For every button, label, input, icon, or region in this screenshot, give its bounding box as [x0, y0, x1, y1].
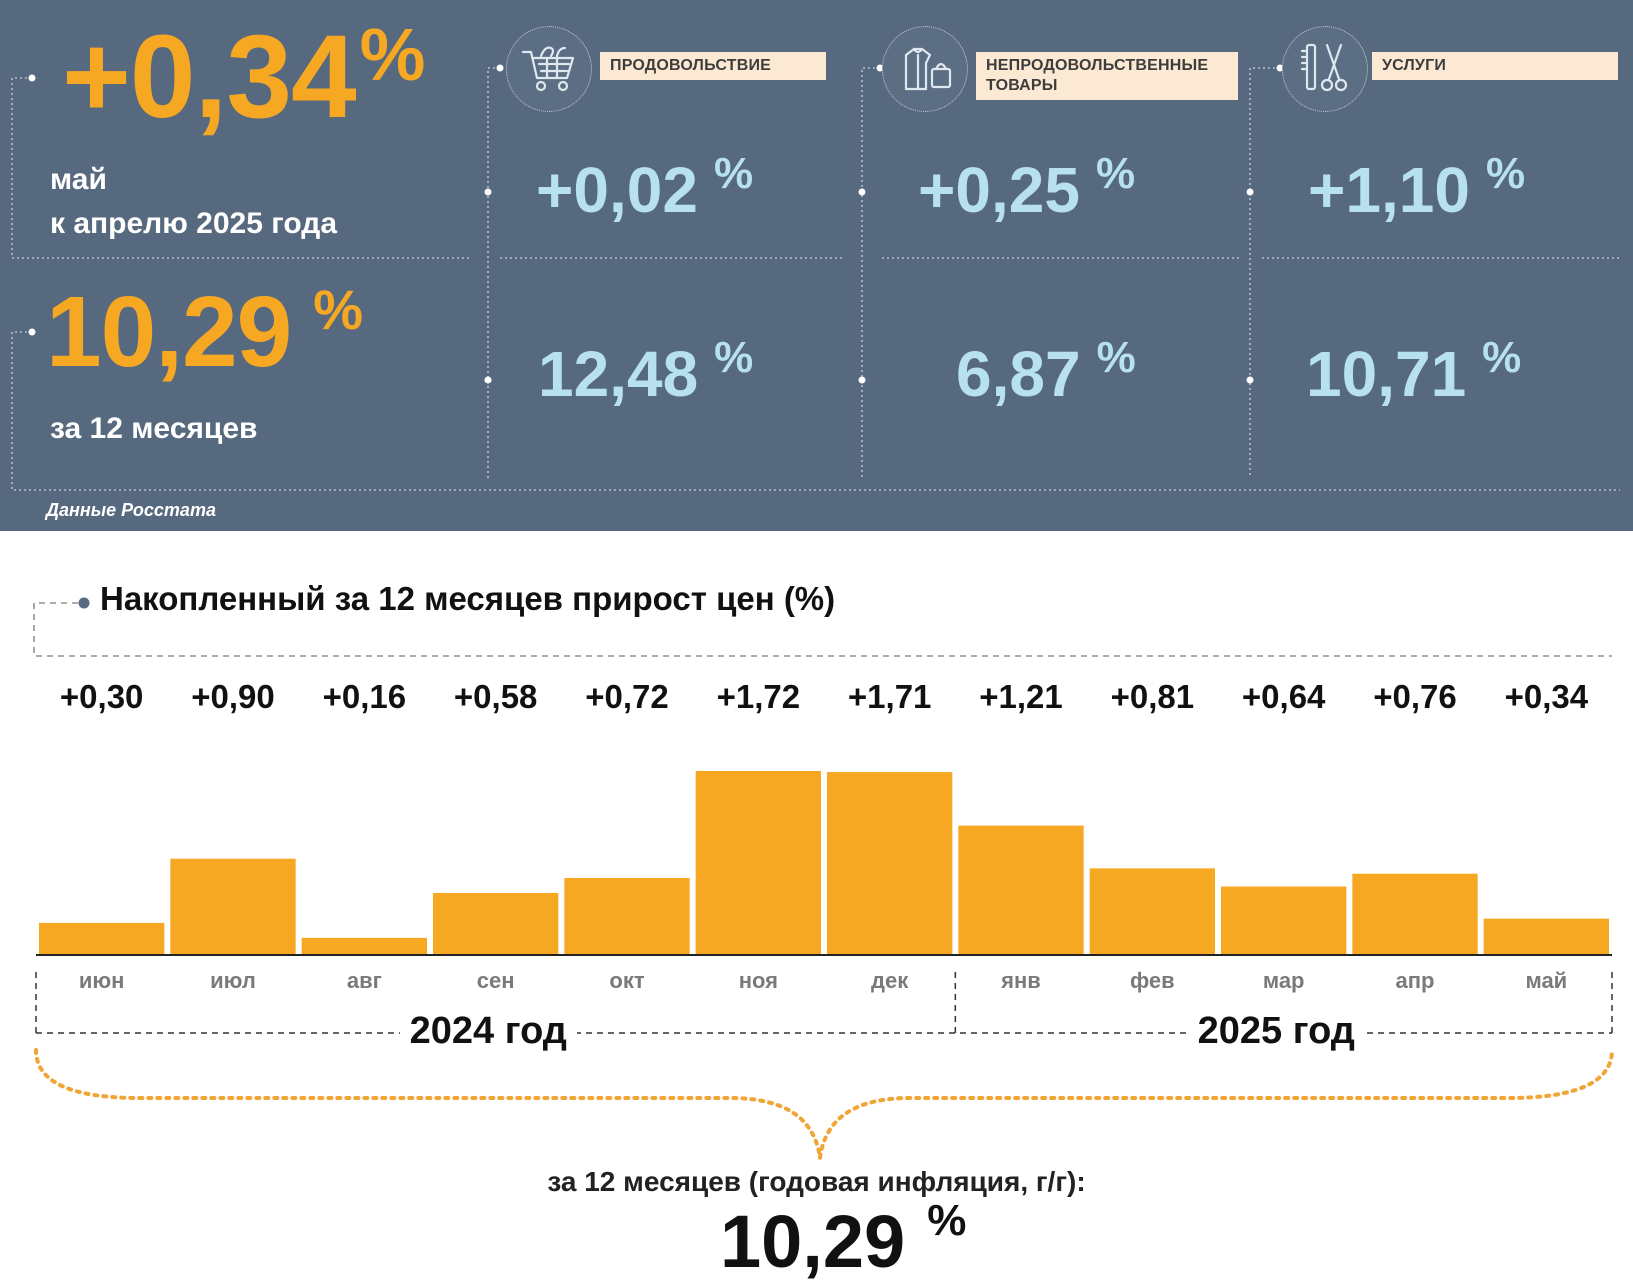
bar-фев [1089, 868, 1215, 955]
value-label-июн: +0,30 [60, 678, 144, 715]
value-label-май: +0,34 [1505, 678, 1589, 715]
non-food-annual-number: 6,87 [956, 338, 1081, 410]
annual-inflation-label: за 12 месяцев [50, 412, 258, 445]
panel-dividers [11, 64, 1620, 491]
month-label-окт: окт [609, 968, 644, 993]
bar-янв [958, 825, 1084, 955]
year-label-2025: 2025 год [1187, 1010, 1365, 1053]
bar-дек [827, 772, 953, 955]
monthly-value-unit: % [359, 13, 426, 96]
value-label-июл: +0,90 [191, 678, 275, 715]
value-label-окт: +0,72 [585, 678, 669, 715]
services-monthly-unit: % [1485, 149, 1526, 198]
annual-sum-brace [34, 1048, 1614, 1159]
non-food-annual-value: 6,87% [956, 336, 1136, 407]
services-annual-value: 10,71% [1306, 336, 1521, 407]
monthly-value-number: +0,34 [62, 11, 357, 143]
month-label-дек: дек [871, 968, 909, 993]
month-label-фев: фев [1130, 968, 1175, 993]
annual-value-number: 10,29 [46, 276, 292, 388]
value-label-апр: +0,76 [1373, 678, 1457, 715]
services-monthly-number: +1,10 [1308, 154, 1470, 226]
year-label-2024: 2024 год [399, 1010, 577, 1053]
value-label-сен: +0,58 [454, 678, 538, 715]
annual-caption: за 12 месяцев (годовая инфляция, г/г): [547, 1166, 1086, 1197]
month-label-авг: авг [347, 968, 382, 993]
bar-окт [564, 877, 690, 955]
monthly-label-line2: к апрелю 2025 года [50, 207, 338, 240]
non-food-monthly-unit: % [1095, 149, 1136, 198]
value-label-авг: +0,16 [323, 678, 407, 715]
services-annual-unit: % [1482, 333, 1522, 382]
value-label-дек: +1,71 [848, 678, 932, 715]
value-label-янв: +1,21 [979, 678, 1063, 715]
services-annual-number: 10,71 [1306, 338, 1467, 410]
comb-scissors-icon [1282, 26, 1368, 112]
food-monthly-number: +0,02 [536, 154, 698, 226]
monthly-label-line1: май [50, 163, 107, 196]
monthly-inflation-label: май к апрелю 2025 года [50, 158, 337, 246]
month-label-сен: сен [477, 968, 515, 993]
category-label-food: ПРОДОВОЛЬСТВИЕ [600, 52, 826, 80]
month-label-ноя: ноя [739, 968, 778, 993]
food-monthly-value: +0,02% [536, 152, 753, 223]
value-label-мар: +0,64 [1242, 678, 1326, 715]
food-annual-number: 12,48 [538, 338, 699, 410]
value-label-фев: +0,81 [1111, 678, 1195, 715]
annual-total-value: 10,29% [720, 1199, 966, 1279]
services-monthly-value: +1,10% [1308, 152, 1525, 223]
non-food-monthly-value: +0,25% [918, 152, 1135, 223]
source-note: Данные Росстата [46, 500, 216, 520]
annual-value-unit: % [313, 278, 363, 341]
annual-total-unit: % [927, 1196, 967, 1245]
bar-июн [39, 922, 165, 955]
annual-inflation-value: 10,29% [46, 278, 363, 383]
non-food-monthly-number: +0,25 [918, 154, 1080, 226]
annual-total-number: 10,29 [720, 1200, 906, 1283]
chart-title: Накопленный за 12 месяцев прирост цен (%… [100, 580, 836, 617]
month-label-апр: апр [1396, 968, 1435, 993]
bar-июл [170, 858, 296, 955]
monthly-inflation-value: +0,34% [62, 13, 426, 137]
food-monthly-unit: % [713, 149, 754, 198]
bar-сен [433, 892, 559, 955]
month-label-мар: мар [1263, 968, 1305, 993]
month-label-июн: июн [79, 968, 125, 993]
food-annual-value: 12,48% [538, 336, 753, 407]
value-label-ноя: +1,72 [717, 678, 801, 715]
bar-ноя [695, 771, 821, 955]
month-label-янв: янв [1000, 968, 1041, 993]
month-label-июл: июл [210, 968, 256, 993]
bar-авг [301, 937, 427, 955]
year-brackets [35, 972, 1613, 1034]
bar-апр [1352, 873, 1478, 955]
category-label-non-food: НЕПРОДОВОЛЬСТВЕННЫЕ ТОВАРЫ [976, 52, 1238, 100]
food-annual-unit: % [714, 333, 754, 382]
clothing-bag-icon [882, 26, 968, 112]
month-label-май: май [1525, 968, 1567, 993]
category-label-services: УСЛУГИ [1372, 52, 1618, 80]
bar-мар [1221, 886, 1347, 955]
bar-май [1483, 918, 1609, 955]
shopping-cart-icon [506, 26, 592, 112]
non-food-annual-unit: % [1096, 333, 1136, 382]
summary-panel: +0,34% май к апрелю 2025 года 10,29% за … [0, 0, 1633, 531]
